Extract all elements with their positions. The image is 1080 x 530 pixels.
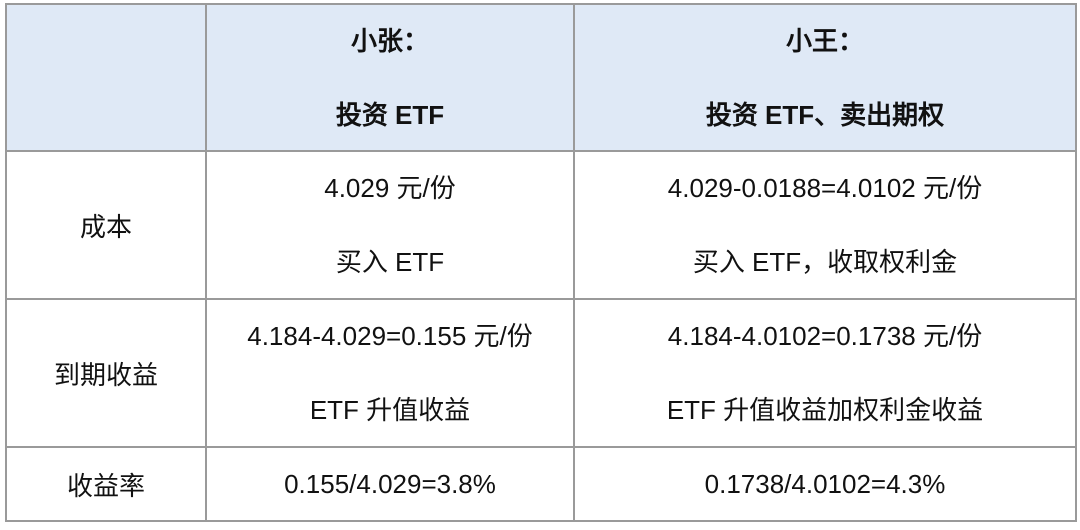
row-label: 到期收益 (5, 298, 207, 448)
cell-line: 0.1738/4.0102=4.3% (704, 469, 946, 499)
column-subtitle: 投资 ETF (335, 99, 445, 130)
column-name: 小王： (785, 25, 864, 56)
cell-line: ETF 升值收益 (309, 395, 471, 425)
cell-line: 4.029-0.0188=4.0102 元/份 (667, 173, 983, 203)
cell-line: 4.029 元/份 (324, 173, 456, 203)
cell-line: ETF 升值收益加权利金收益 (666, 395, 984, 425)
table-cell: 4.029 元/份 买入 ETF (205, 150, 575, 300)
header-row: 小张： 投资 ETF 小王： 投资 ETF、卖出期权 (5, 3, 1077, 152)
table-row: 到期收益 4.184-4.029=0.155 元/份 ETF 升值收益 4.184-4… (5, 298, 1077, 448)
header-cell: 小王： 投资 ETF、卖出期权 (573, 3, 1077, 152)
column-subtitle: 投资 ETF、卖出期权 (705, 99, 945, 130)
row-label: 成本 (5, 150, 207, 300)
cell-line: 4.184-4.029=0.155 元/份 (247, 321, 533, 351)
cell-line: 买入 ETF，收取权利金 (692, 247, 958, 277)
header-cell: 小张： 投资 ETF (205, 3, 575, 152)
table-row: 收益率 0.155/4.029=3.8% 0.1738/4.0102=4.3% (5, 446, 1077, 522)
header-corner (5, 3, 207, 152)
cell-line: 0.155/4.029=3.8% (284, 469, 496, 499)
table-cell: 4.184-4.029=0.155 元/份 ETF 升值收益 (205, 298, 575, 448)
row-label: 收益率 (5, 446, 207, 522)
table-cell: 0.155/4.029=3.8% (205, 446, 575, 522)
table-row: 成本 4.029 元/份 买入 ETF 4.029-0.0188=4.0102 元/份… (5, 150, 1077, 300)
table-body: 成本 4.029 元/份 买入 ETF 4.029-0.0188=4.0102 元/份… (5, 150, 1077, 522)
column-name: 小张： (350, 25, 429, 56)
table-cell: 4.029-0.0188=4.0102 元/份 买入 ETF，收取权利金 (573, 150, 1077, 300)
cell-line: 买入 ETF (335, 247, 445, 277)
table-cell: 4.184-4.0102=0.1738 元/份 ETF 升值收益加权利金收益 (573, 298, 1077, 448)
comparison-table: 小张： 投资 ETF 小王： 投资 ETF、卖出期权 成本 4.029 元/份 买入… (5, 3, 1077, 522)
cell-line: 4.184-4.0102=0.1738 元/份 (667, 321, 983, 351)
table-cell: 0.1738/4.0102=4.3% (573, 446, 1077, 522)
